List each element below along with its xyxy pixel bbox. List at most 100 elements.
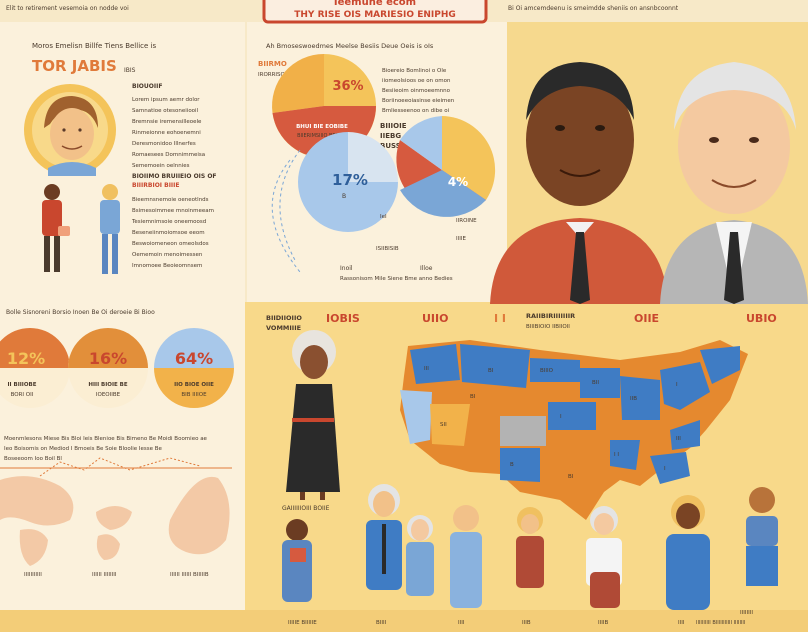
state-ca-north	[400, 390, 432, 444]
figure-d-head	[453, 505, 479, 531]
center-bottom-label-1: Inoil	[340, 265, 353, 272]
footnote-1: IeI	[380, 214, 387, 220]
woman-belt	[292, 418, 334, 422]
figure-a-badge	[290, 548, 306, 562]
left-line-6: Romaesees Domnimmeisa	[132, 152, 205, 158]
left-heading: TOR JABIS	[32, 57, 117, 75]
figure-e-face	[521, 514, 539, 534]
stat-circle-2-fill	[68, 328, 148, 368]
left-body-lines: Lorem ipsum aemr dolor Samnatioe otesone…	[132, 97, 205, 169]
man-left-smile	[559, 169, 601, 177]
map-left-label-1: BIIDIIOIIO	[266, 314, 302, 322]
center-bottom-label-2: Illoe	[420, 265, 433, 272]
state-label-3: BIIIO	[540, 368, 554, 374]
world-label-1: IIIIIIIIIII	[24, 572, 42, 578]
stat-circle-1-fill	[0, 328, 70, 368]
figure-b	[366, 484, 402, 590]
man-left-eye-left	[555, 125, 565, 131]
left-portrait	[24, 84, 116, 176]
state-mt	[460, 344, 530, 388]
map-label-2: UIIO	[422, 312, 448, 325]
figure-c	[406, 515, 434, 596]
footnote-3: ISIIBISIB	[376, 246, 399, 252]
left-mid-heading-2: BIIIRBIOI BIIIE	[132, 182, 180, 189]
landmass-4	[96, 534, 120, 560]
map-left-label-2: VOMMIIIE	[266, 324, 301, 332]
map-label-4: RAIIBIRIIIIIIIR	[526, 312, 575, 320]
portrait-eye-right	[78, 128, 82, 132]
state-ny	[700, 346, 740, 384]
state-label-2: BI	[488, 368, 494, 374]
bottom-label-1: IIIIIE BIIIIIE	[288, 620, 317, 626]
left-mid-heading: BIOIIMO BRUIIEIO OIS OF	[132, 173, 217, 180]
state-label-8: BII	[592, 380, 599, 386]
bottom-label-8: IIIIIIIIII BIIIIIIIIIII IIIIIIII	[696, 620, 745, 626]
man-left-eye-right	[595, 125, 605, 131]
left-line-4: Rinmeionne eohoenemni	[132, 130, 201, 136]
top-left-caption: Elit to retirement vesemoia on nodde voi	[6, 5, 129, 12]
couple-figures	[42, 184, 120, 274]
figure-2-body	[100, 200, 120, 234]
state-label-4: SII	[440, 422, 447, 428]
dotted-arc-2	[271, 159, 301, 273]
mid-line-2: Bsimesoimmee mnoinmeeam	[132, 208, 214, 214]
figure-1-body	[42, 200, 62, 236]
center-line-5: Bmliesseenoo on dibe oi	[382, 108, 450, 114]
bottom-label-5: IIIIB	[598, 620, 608, 626]
figure-d	[450, 505, 482, 608]
figure-1-leg-right	[54, 236, 60, 272]
landmass-5	[168, 476, 230, 555]
center-bottom-caption: Rassonisom Mile Siene Bme anno Bedies	[340, 276, 453, 282]
bottom-label-4: IIIB	[522, 620, 531, 626]
stat-circle-3-fill	[154, 368, 234, 408]
mid-line-6: Oememoin menoimessen	[132, 252, 203, 258]
state-label-6: I	[560, 414, 562, 420]
figure-h-head	[749, 487, 775, 513]
stats-note-1: Moenmlesons Miese Bis Bloi Ieis Blenioe …	[4, 436, 208, 442]
stat-circle-3-top	[154, 328, 234, 368]
pie1-slice-light	[272, 54, 324, 113]
pie2-slice-light	[348, 132, 398, 182]
stats-note-3: Boseeoom Ioo Boil Bl	[4, 456, 62, 462]
man-left-collar	[566, 222, 594, 238]
left-line-7: Sememoein oelnnies	[132, 163, 190, 169]
portrait-man-left	[490, 62, 668, 304]
portrait-face	[50, 108, 94, 160]
bottom-label-3: IIII	[458, 620, 465, 626]
pie3-slice-blue-dark	[400, 170, 486, 217]
man-right-hair	[674, 62, 796, 130]
figure-1-head	[44, 184, 60, 200]
footnote-4: IIIIE	[456, 236, 466, 242]
state-wa	[410, 344, 460, 384]
figure-b-face	[373, 491, 395, 517]
center-line-3: Besiieoim oinmoeemnno	[382, 88, 451, 94]
left-list-heading: BIOUOIIF	[132, 83, 162, 90]
woman-leg-right	[320, 492, 325, 500]
state-label-11: BI	[568, 474, 574, 480]
landmass-1	[0, 476, 74, 526]
figure-g-body	[666, 534, 710, 610]
bottom-label-6: IIII	[678, 620, 685, 626]
stat-2-label-2: IOEOIIBE	[96, 392, 121, 398]
pie-chart-3	[396, 116, 496, 217]
man-right-eye-right	[749, 137, 759, 143]
bottom-figures	[282, 484, 778, 610]
left-caption: Moros Emelisn Billfe Tiens Bellice is	[32, 42, 156, 50]
woman-dress	[286, 384, 340, 492]
bottom-label-2: BIIII	[376, 620, 387, 626]
map-label-5: OIIE	[634, 312, 659, 325]
figure-2-leg-right	[112, 234, 118, 274]
state-nd	[530, 358, 580, 382]
title-line-2: THY RISE OIS MARIESIO ENIPHG	[294, 10, 456, 20]
pie3-slice-yellow	[442, 116, 496, 200]
state-label-7: B	[510, 462, 514, 468]
figure-2-leg-left	[102, 234, 108, 274]
figure-g	[666, 495, 710, 610]
figure-1-leg-left	[44, 236, 50, 272]
stat-circle-3	[154, 328, 234, 408]
stat-3-label-2: BIB IIIIOE	[181, 392, 207, 398]
bottom-strip	[0, 610, 808, 632]
portrait-eye-left	[62, 128, 66, 132]
map-label-sub: BIIIBIOIO IIBIIOII	[526, 324, 570, 330]
stat-3-value: 64%	[175, 349, 213, 368]
